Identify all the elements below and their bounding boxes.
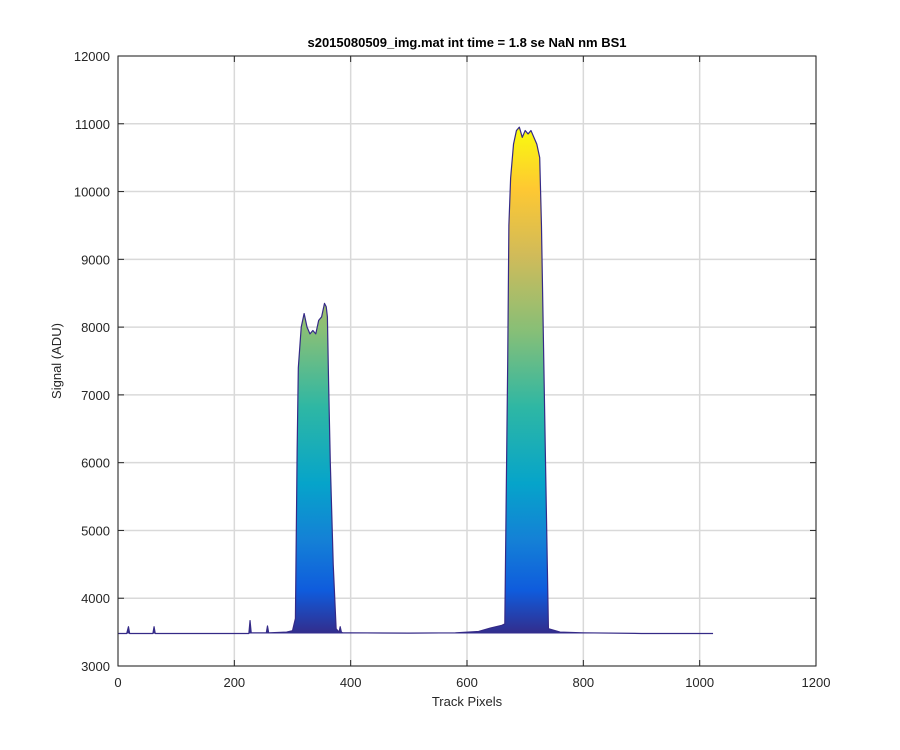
y-tick-label: 4000 bbox=[81, 591, 110, 606]
signal-area bbox=[118, 127, 714, 634]
y-tick-label: 8000 bbox=[81, 320, 110, 335]
x-tick-label: 1200 bbox=[802, 675, 831, 690]
x-tick-label: 0 bbox=[114, 675, 121, 690]
axis-ticks: 0 200 400 600 800 1000 1200 3000 4000 5000 6000 700… bbox=[74, 49, 831, 690]
y-tick-label: 6000 bbox=[81, 456, 110, 471]
y-axis-label: Signal (ADU) bbox=[49, 323, 64, 399]
y-tick-label: 9000 bbox=[81, 252, 110, 267]
signal-trace bbox=[118, 126, 714, 635]
y-tick-label: 5000 bbox=[81, 523, 110, 538]
x-tick-label: 1000 bbox=[685, 675, 714, 690]
x-tick-label: 600 bbox=[456, 675, 478, 690]
plot-area bbox=[118, 126, 714, 635]
x-tick-label: 200 bbox=[223, 675, 245, 690]
x-tick-label: 800 bbox=[572, 675, 594, 690]
y-tick-label: 3000 bbox=[81, 659, 110, 674]
y-tick-label: 12000 bbox=[74, 49, 110, 64]
grid-lines bbox=[117, 55, 817, 667]
y-tick-label: 7000 bbox=[81, 388, 110, 403]
chart-title: s2015080509_img.mat int time = 1.8 se Na… bbox=[307, 35, 626, 50]
y-tick-label: 11000 bbox=[75, 117, 110, 132]
y-tick-label: 10000 bbox=[74, 185, 110, 200]
x-axis-label: Track Pixels bbox=[432, 694, 503, 709]
x-tick-label: 400 bbox=[340, 675, 362, 690]
